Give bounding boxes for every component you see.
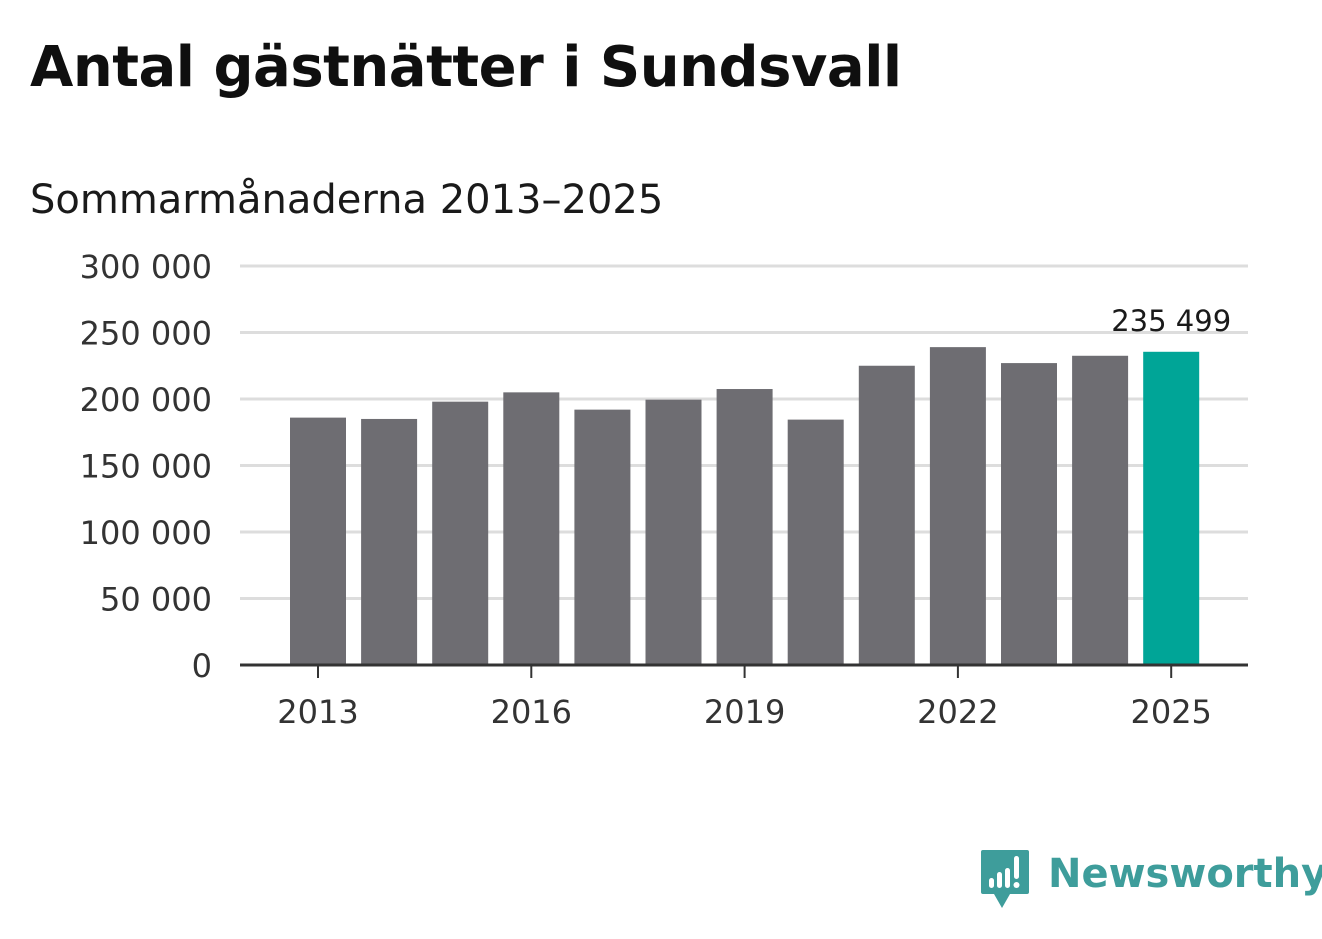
data-label: 235 499 [1111,304,1231,338]
y-tick-label: 250 000 [80,315,212,353]
y-tick-label: 100 000 [80,514,212,552]
chart-title: Antal gästnätter i Sundsvall [30,35,902,100]
bar-chart: 0 50 000 100 000 150 000 200 000 250 000 300 0… [80,248,1248,731]
bar [1143,351,1200,665]
bar [1072,355,1129,665]
x-tick-label: 2016 [491,693,572,731]
bar [645,399,702,665]
brand-logo: Newsworthy [980,848,1322,910]
bar [787,419,844,665]
y-tick-label: 0 [192,647,212,685]
bar [929,347,986,665]
y-tick-label: 150 000 [80,448,212,486]
bar [858,365,915,665]
bar [290,417,346,665]
bar [503,392,560,665]
bar [574,409,631,665]
newsworthy-logo-icon [981,850,1029,908]
bar [716,389,773,665]
x-tick-label: 2019 [704,693,785,731]
x-tick-label: 2013 [277,693,358,731]
bar [432,401,489,665]
y-tick-label: 50 000 [100,581,212,619]
x-tick-label: 2022 [917,693,998,731]
bar [1001,363,1057,665]
y-tick-label: 300 000 [80,248,212,286]
chart-subtitle: Sommarmånaderna 2013–2025 [30,177,664,223]
x-tick-label: 2025 [1130,693,1211,731]
y-tick-label: 200 000 [80,381,212,419]
brand-name: Newsworthy [1048,851,1322,897]
bar [361,418,418,665]
